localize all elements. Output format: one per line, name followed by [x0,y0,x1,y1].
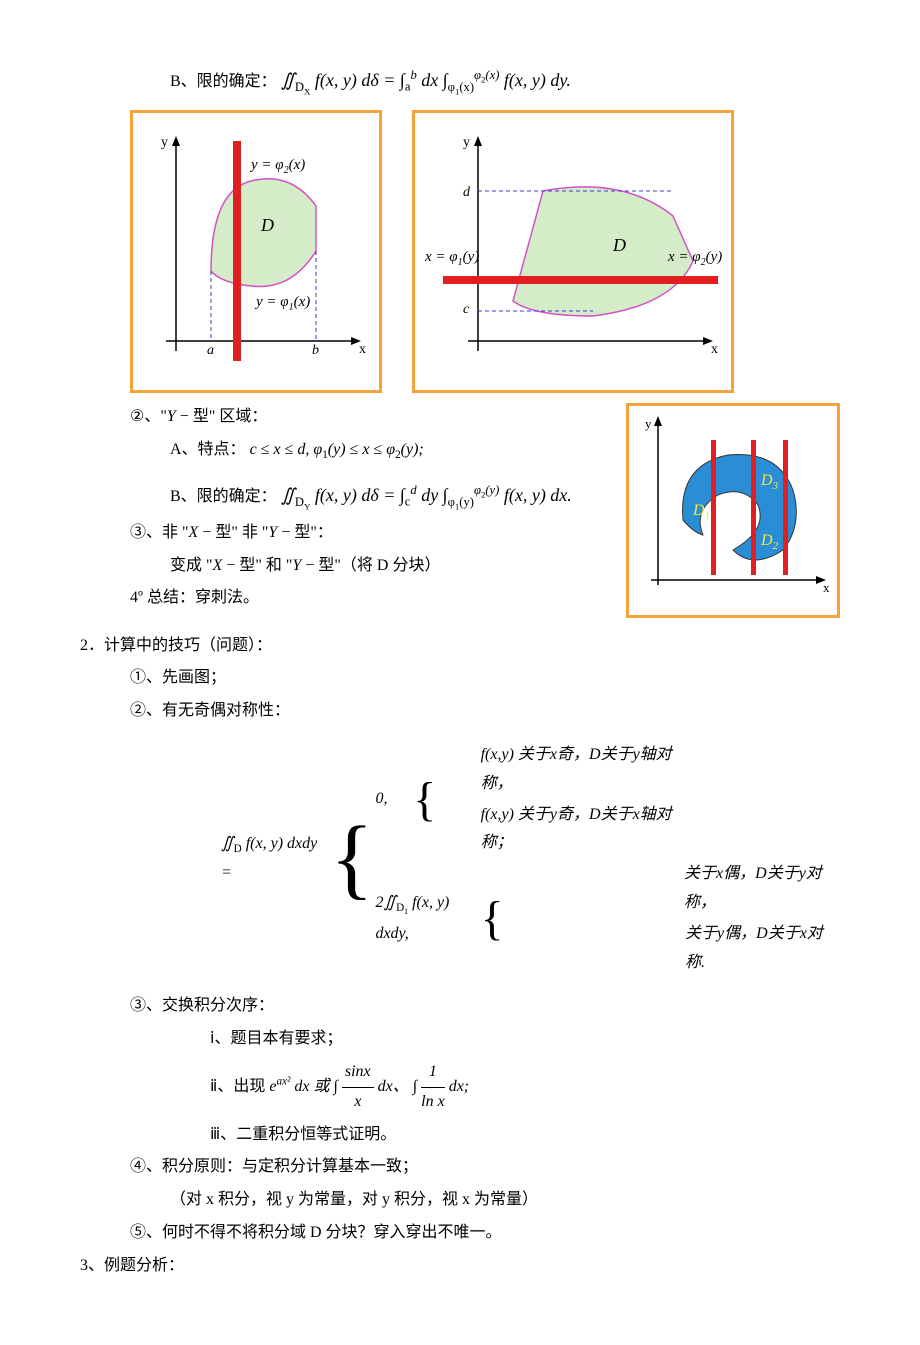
x-type-svg: y x D a b y = φ2(x) y = φ1(x) [141,121,371,371]
y-type-B-label: B、限的确定： [170,488,277,505]
axis-x-label-3: x [823,580,830,595]
region-d-label-2: D [612,235,626,255]
axis-y-label-3: y [645,416,652,431]
item-2-1: ①、先画图； [80,664,840,693]
axis-y-label: y [161,135,168,150]
item-2-3-i: ⅰ、题目本有要求； [80,1025,840,1054]
item-2-3-ii-prefix: ⅱ、出现 [210,1078,269,1095]
a-label: a [207,343,214,358]
sym-case0-b: f(x,y) 关于y奇，D关于x轴对称； [480,800,684,860]
figure-x-type: y x D a b y = φ2(x) y = φ1(x) [130,110,382,393]
heading-2: 2．计算中的技巧（问题）： [80,632,840,661]
b-label: b [312,343,319,358]
axis-x-label-2: x [711,342,718,357]
item-2-3-ii: ⅱ、出现 eax² dx 或 ∫ sinxx dx、 ∫ 1ln x dx; [80,1058,840,1117]
y-type-A-label: A、特点： [170,441,246,458]
c-label: c [463,302,470,317]
symmetry-formula: ∬D f(x, y) dxdy = { 0, { f(x,y) 关于x奇，D关于… [80,740,840,978]
figure-y-type: y x D d c x = φ1(y) x = φ2(y) [412,110,734,393]
top-formula-label: B、限的确定： [170,73,277,90]
figure-split-region: y x D1 D3 D2 [626,403,840,618]
figure-row: y x D a b y = φ2(x) y = φ1(x) y x [130,110,840,393]
item-2-2: ②、有无奇偶对称性： [80,697,840,726]
y-type-B-formula: ∬DY f(x, y) dδ = ∫cd dy ∫φ1(y)φ2(y) f(x,… [281,485,572,505]
axis-x-label: x [359,342,366,357]
red-horizontal-bar [443,276,718,284]
top-formula: ∬DX f(x, y) dδ = ∫ab dx ∫φ1(x)φ2(x) f(x,… [281,70,571,90]
item-2-3-ii-math: eax² dx 或 ∫ sinxx dx、 ∫ 1ln x dx; [269,1078,469,1095]
item-2-3-iii: ⅲ、二重积分恒等式证明。 [80,1121,840,1150]
axis-y-label-2: y [463,135,470,150]
item-2-4: ④、积分原则：与定积分计算基本一致； [80,1153,840,1182]
sym-case2-b: 关于y偶，D关于x对称. [684,919,840,979]
item-2-5: ⑤、何时不得不将积分域 D 分块？穿入穿出不唯一。 [80,1219,840,1248]
y-type-A-formula: c ≤ x ≤ d, φ1(y) ≤ x ≤ φ2(y); [250,441,424,458]
phi1-label: y = φ1(x) [254,294,310,313]
heading-3: 3、例题分析： [80,1252,840,1281]
item-2-3: ③、交换积分次序： [80,992,840,1021]
top-formula-row: B、限的确定： ∬DX f(x, y) dδ = ∫ab dx ∫φ1(x)φ2… [80,64,840,100]
d-label: d [463,185,471,200]
phi1y-label: x = φ1(y) [424,249,479,268]
split-svg: y x D1 D3 D2 [633,410,833,600]
sym-case2-a: 关于x偶，D关于y对称， [684,859,840,919]
region-d-label: D [260,215,274,235]
y-type-svg: y x D d c x = φ1(y) x = φ2(y) [423,121,723,371]
item-2-4-sub: （对 x 积分，视 y 为常量，对 y 积分，视 x 为常量） [80,1186,840,1215]
sym-case0-a: f(x,y) 关于x奇，D关于y轴对称， [480,740,684,800]
phi2-label: y = φ2(x) [249,157,305,176]
red-vertical-bar [233,141,241,361]
